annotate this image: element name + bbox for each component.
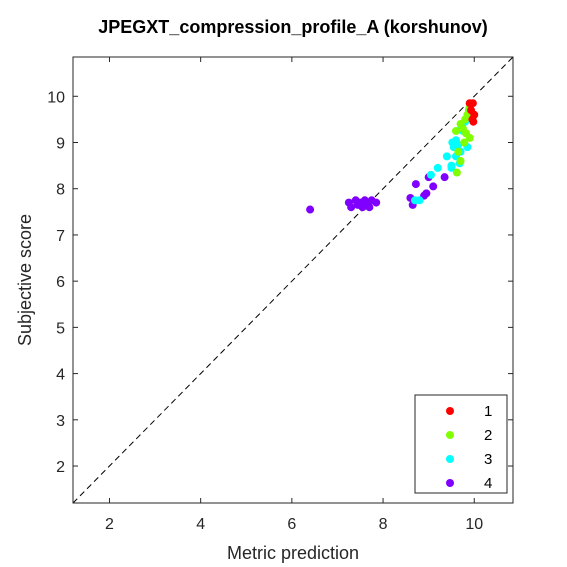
x-axis-ticks: 2 4 6 8 10 [105, 57, 483, 533]
y-tick-label: 3 [56, 413, 65, 430]
y-tick-label: 9 [56, 136, 65, 153]
data-point-series-2 [460, 138, 469, 147]
data-point-series-4 [372, 198, 381, 207]
data-points [306, 99, 479, 214]
data-point-series-2 [456, 156, 465, 165]
y-axis-label: Subjective score [15, 214, 35, 346]
y-tick-label: 6 [56, 274, 65, 291]
data-point-series-4 [365, 203, 374, 212]
data-point-series-4 [429, 182, 438, 191]
legend: 1 2 3 4 [414, 394, 508, 494]
legend-label-4: 4 [484, 475, 492, 492]
plot-frame [72, 56, 514, 504]
data-point-series-2 [452, 168, 461, 177]
y-tick-label: 2 [56, 459, 65, 476]
data-point-series-2 [454, 147, 463, 156]
y-axis-ticks: 2 3 4 5 6 7 8 9 10 [47, 89, 513, 476]
data-point-series-3 [448, 138, 457, 147]
legend-items: 1 2 3 4 [446, 403, 492, 492]
y-tick-label: 8 [56, 182, 65, 199]
y-tick-label: 7 [56, 228, 65, 245]
data-point-series-4 [411, 180, 420, 189]
reference-line-layer [72, 56, 514, 504]
data-point-series-4 [347, 203, 356, 212]
legend-label-2: 2 [484, 427, 492, 444]
legend-marker-4 [446, 479, 454, 487]
data-point-series-3 [426, 170, 435, 179]
x-tick-label: 4 [196, 516, 205, 533]
data-point-series-2 [452, 126, 461, 135]
legend-marker-1 [446, 407, 454, 415]
legend-marker-2 [446, 431, 454, 439]
y-tick-label: 5 [56, 320, 65, 337]
data-point-series-1 [469, 117, 478, 126]
x-tick-label: 8 [379, 516, 388, 533]
y-tick-label: 4 [56, 367, 65, 384]
legend-label-3: 3 [484, 451, 492, 468]
chart-title: JPEGXT_compression_profile_A (korshunov) [98, 17, 487, 37]
data-point-series-3 [447, 163, 456, 172]
data-point-series-4 [306, 205, 315, 214]
legend-label-1: 1 [484, 403, 492, 420]
legend-box [414, 394, 508, 494]
x-tick-label: 10 [465, 516, 483, 533]
identity-reference-line [72, 56, 514, 504]
data-point-series-3 [415, 196, 424, 205]
data-point-series-1 [468, 99, 477, 108]
data-point-series-3 [433, 163, 442, 172]
data-point-series-4 [422, 189, 431, 198]
x-axis-label: Metric prediction [227, 543, 359, 563]
data-point-series-4 [440, 173, 449, 182]
data-point-series-3 [442, 152, 451, 161]
x-tick-label: 6 [287, 516, 296, 533]
x-tick-label: 2 [105, 516, 114, 533]
data-point-series-2 [465, 133, 474, 142]
y-tick-label: 10 [47, 89, 65, 106]
legend-marker-3 [446, 455, 454, 463]
